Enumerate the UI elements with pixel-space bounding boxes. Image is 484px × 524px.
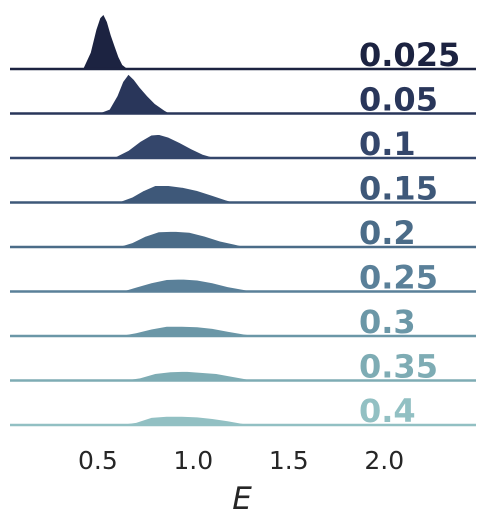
- ridge-area: [120, 370, 263, 382]
- ridge-area: [112, 133, 217, 159]
- ridge-3: 0.1: [10, 125, 476, 163]
- row-label: 0.05: [359, 81, 438, 119]
- ridge-6: 0.25: [10, 259, 476, 297]
- ridge-area: [120, 278, 255, 293]
- x-tick-label: 1.0: [173, 446, 213, 475]
- ridge-area: [81, 12, 131, 70]
- row-label: 0.4: [359, 392, 416, 430]
- ridge-8: 0.35: [10, 348, 476, 386]
- x-tick-labels: 0.5 1.0 1.5 2.0: [78, 446, 404, 475]
- row-label: 0.1: [359, 125, 416, 163]
- row-label: 0.2: [359, 214, 416, 252]
- row-label: 0.35: [359, 348, 438, 386]
- ridges-group: 0.025 0.05 0.1 0.15 0.2 0.25 0.3 0.35 0.4: [10, 12, 476, 430]
- ridge-area: [97, 72, 173, 115]
- row-label: 0.15: [359, 170, 438, 208]
- ridge-1: 0.025: [10, 12, 476, 74]
- ridge-area: [116, 184, 236, 204]
- ridge-5: 0.2: [10, 214, 476, 252]
- ridge-2: 0.05: [10, 72, 476, 119]
- x-tick-label: 1.5: [269, 446, 309, 475]
- ridge-4: 0.15: [10, 170, 476, 208]
- ridge-9: 0.4: [10, 392, 476, 430]
- ridge-area: [116, 415, 259, 426]
- ridge-area: [116, 230, 247, 248]
- ridge-7: 0.3: [10, 303, 476, 341]
- row-label: 0.025: [359, 36, 460, 74]
- row-label: 0.25: [359, 259, 438, 297]
- ridge-area: [116, 325, 259, 337]
- x-tick-label: 2.0: [364, 446, 404, 475]
- x-axis-label: E: [232, 481, 252, 517]
- x-tick-label: 0.5: [78, 446, 118, 475]
- row-label: 0.3: [359, 303, 416, 341]
